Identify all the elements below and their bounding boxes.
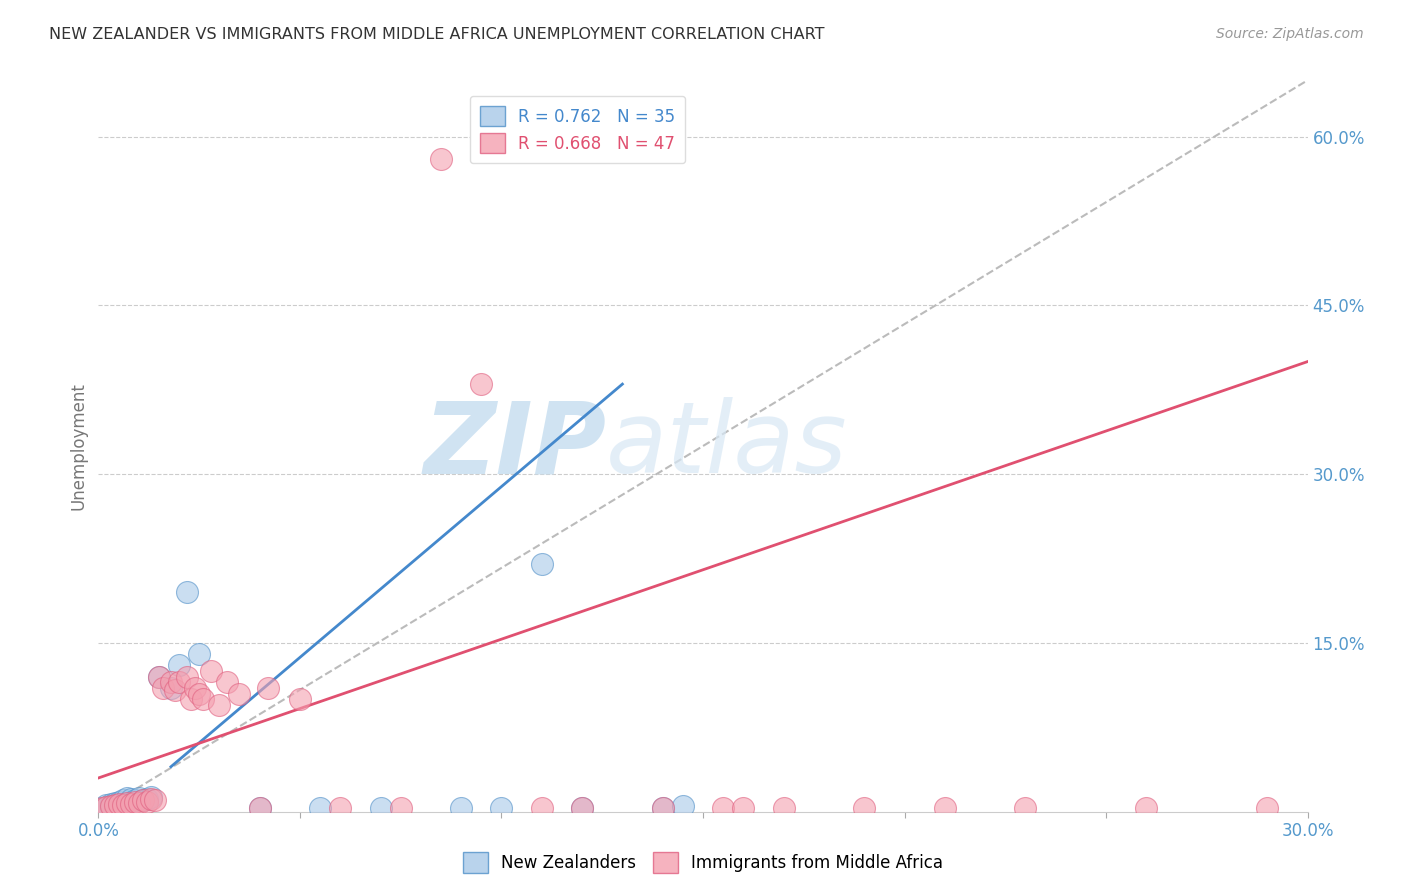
Point — [107, 795, 129, 809]
Point — [132, 793, 155, 807]
Point — [152, 681, 174, 695]
Text: Source: ZipAtlas.com: Source: ZipAtlas.com — [1216, 27, 1364, 41]
Text: ZIP: ZIP — [423, 398, 606, 494]
Point — [217, 675, 239, 690]
Point — [530, 801, 553, 815]
Point — [1014, 801, 1036, 815]
Point — [470, 377, 492, 392]
Point — [1256, 801, 1278, 815]
Point — [124, 795, 146, 809]
Point — [124, 793, 146, 807]
Point — [167, 658, 190, 673]
Point — [228, 687, 250, 701]
Point — [91, 801, 114, 815]
Point — [672, 799, 695, 814]
Point — [100, 797, 122, 811]
Y-axis label: Unemployment: Unemployment — [69, 382, 87, 510]
Point — [450, 801, 472, 815]
Point — [111, 793, 134, 807]
Point — [120, 792, 142, 806]
Point — [249, 801, 271, 815]
Point — [288, 692, 311, 706]
Point — [772, 801, 794, 815]
Legend: New Zealanders, Immigrants from Middle Africa: New Zealanders, Immigrants from Middle A… — [456, 846, 950, 880]
Point — [651, 801, 673, 815]
Point — [208, 698, 231, 712]
Point — [128, 796, 150, 810]
Point — [389, 801, 412, 815]
Point — [651, 801, 673, 815]
Point — [188, 647, 211, 661]
Point — [184, 681, 207, 695]
Point — [491, 801, 513, 815]
Point — [103, 796, 125, 810]
Point — [120, 795, 142, 809]
Point — [733, 801, 755, 815]
Point — [188, 687, 211, 701]
Text: NEW ZEALANDER VS IMMIGRANTS FROM MIDDLE AFRICA UNEMPLOYMENT CORRELATION CHART: NEW ZEALANDER VS IMMIGRANTS FROM MIDDLE … — [49, 27, 825, 42]
Point — [711, 801, 734, 815]
Point — [309, 801, 332, 815]
Point — [430, 152, 453, 166]
Legend: R = 0.762   N = 35, R = 0.668   N = 47: R = 0.762 N = 35, R = 0.668 N = 47 — [470, 96, 685, 163]
Point — [934, 801, 956, 815]
Point — [115, 791, 138, 805]
Point — [148, 670, 170, 684]
Point — [180, 692, 202, 706]
Point — [143, 793, 166, 807]
Point — [256, 681, 278, 695]
Point — [111, 797, 134, 811]
Point — [160, 675, 183, 690]
Point — [120, 797, 142, 811]
Point — [115, 796, 138, 810]
Point — [530, 557, 553, 571]
Point — [96, 800, 118, 814]
Point — [176, 585, 198, 599]
Point — [370, 801, 392, 815]
Point — [135, 795, 157, 809]
Point — [96, 797, 118, 812]
Point — [103, 797, 125, 812]
Point — [200, 664, 222, 678]
Point — [167, 675, 190, 690]
Point — [249, 801, 271, 815]
Point — [176, 670, 198, 684]
Point — [96, 800, 118, 814]
Point — [612, 107, 634, 121]
Point — [163, 683, 186, 698]
Point — [115, 796, 138, 810]
Point — [571, 801, 593, 815]
Point — [111, 797, 134, 812]
Point — [107, 797, 129, 812]
Point — [128, 791, 150, 805]
Point — [148, 670, 170, 684]
Point — [160, 681, 183, 695]
Point — [193, 692, 215, 706]
Point — [103, 799, 125, 814]
Point — [107, 797, 129, 811]
Point — [132, 793, 155, 807]
Point — [571, 801, 593, 815]
Point — [100, 799, 122, 814]
Point — [91, 801, 114, 815]
Point — [139, 790, 162, 805]
Point — [135, 792, 157, 806]
Point — [139, 792, 162, 806]
Point — [853, 801, 876, 815]
Point — [100, 799, 122, 814]
Point — [329, 801, 352, 815]
Point — [1135, 801, 1157, 815]
Text: atlas: atlas — [606, 398, 848, 494]
